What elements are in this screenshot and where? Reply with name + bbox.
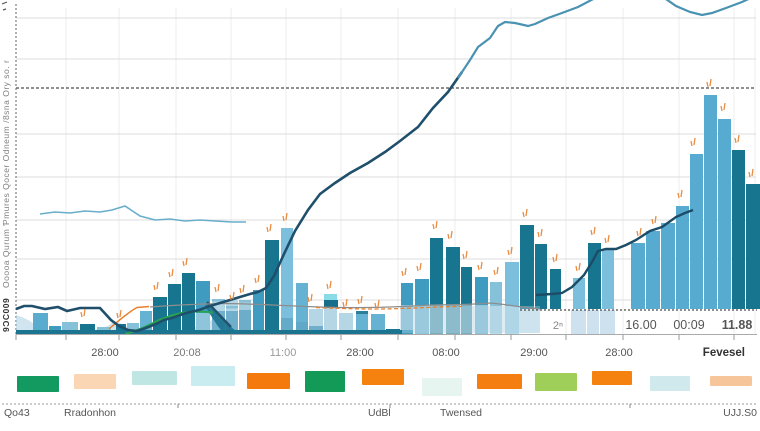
svg-text:11.88: 11.88 (722, 318, 753, 332)
svg-text:9ƆC009: 9ƆC009 (1, 298, 11, 332)
svg-text:UdBl: UdBl (368, 407, 391, 419)
svg-text:Fevesel: Fevesel (703, 347, 745, 359)
svg-text:29:00: 29:00 (520, 347, 548, 359)
svg-text:28:00: 28:00 (605, 347, 633, 359)
svg-text:UJJ.S0: UJJ.S0 (723, 407, 757, 419)
svg-text:00:09: 00:09 (673, 318, 704, 332)
svg-text:Qo43: Qo43 (4, 407, 30, 419)
svg-text:28:00: 28:00 (346, 347, 374, 359)
svg-text:16.00: 16.00 (625, 318, 656, 332)
svg-text:08:00: 08:00 (432, 347, 460, 359)
svg-text:28:00: 28:00 (91, 347, 119, 359)
svg-text:2ⁿ: 2ⁿ (553, 320, 563, 332)
svg-text:Twensed: Twensed (440, 407, 482, 419)
svg-text:20:08: 20:08 (173, 347, 201, 359)
svg-text:Ooooa Qurum Ƥmures Qocer O: Ooooa Qurum Ƥmures Qocer Odneum /8sna Or… (1, 60, 11, 288)
svg-text:Rradonhon: Rradonhon (64, 407, 116, 419)
svg-text:11:00: 11:00 (270, 347, 297, 359)
